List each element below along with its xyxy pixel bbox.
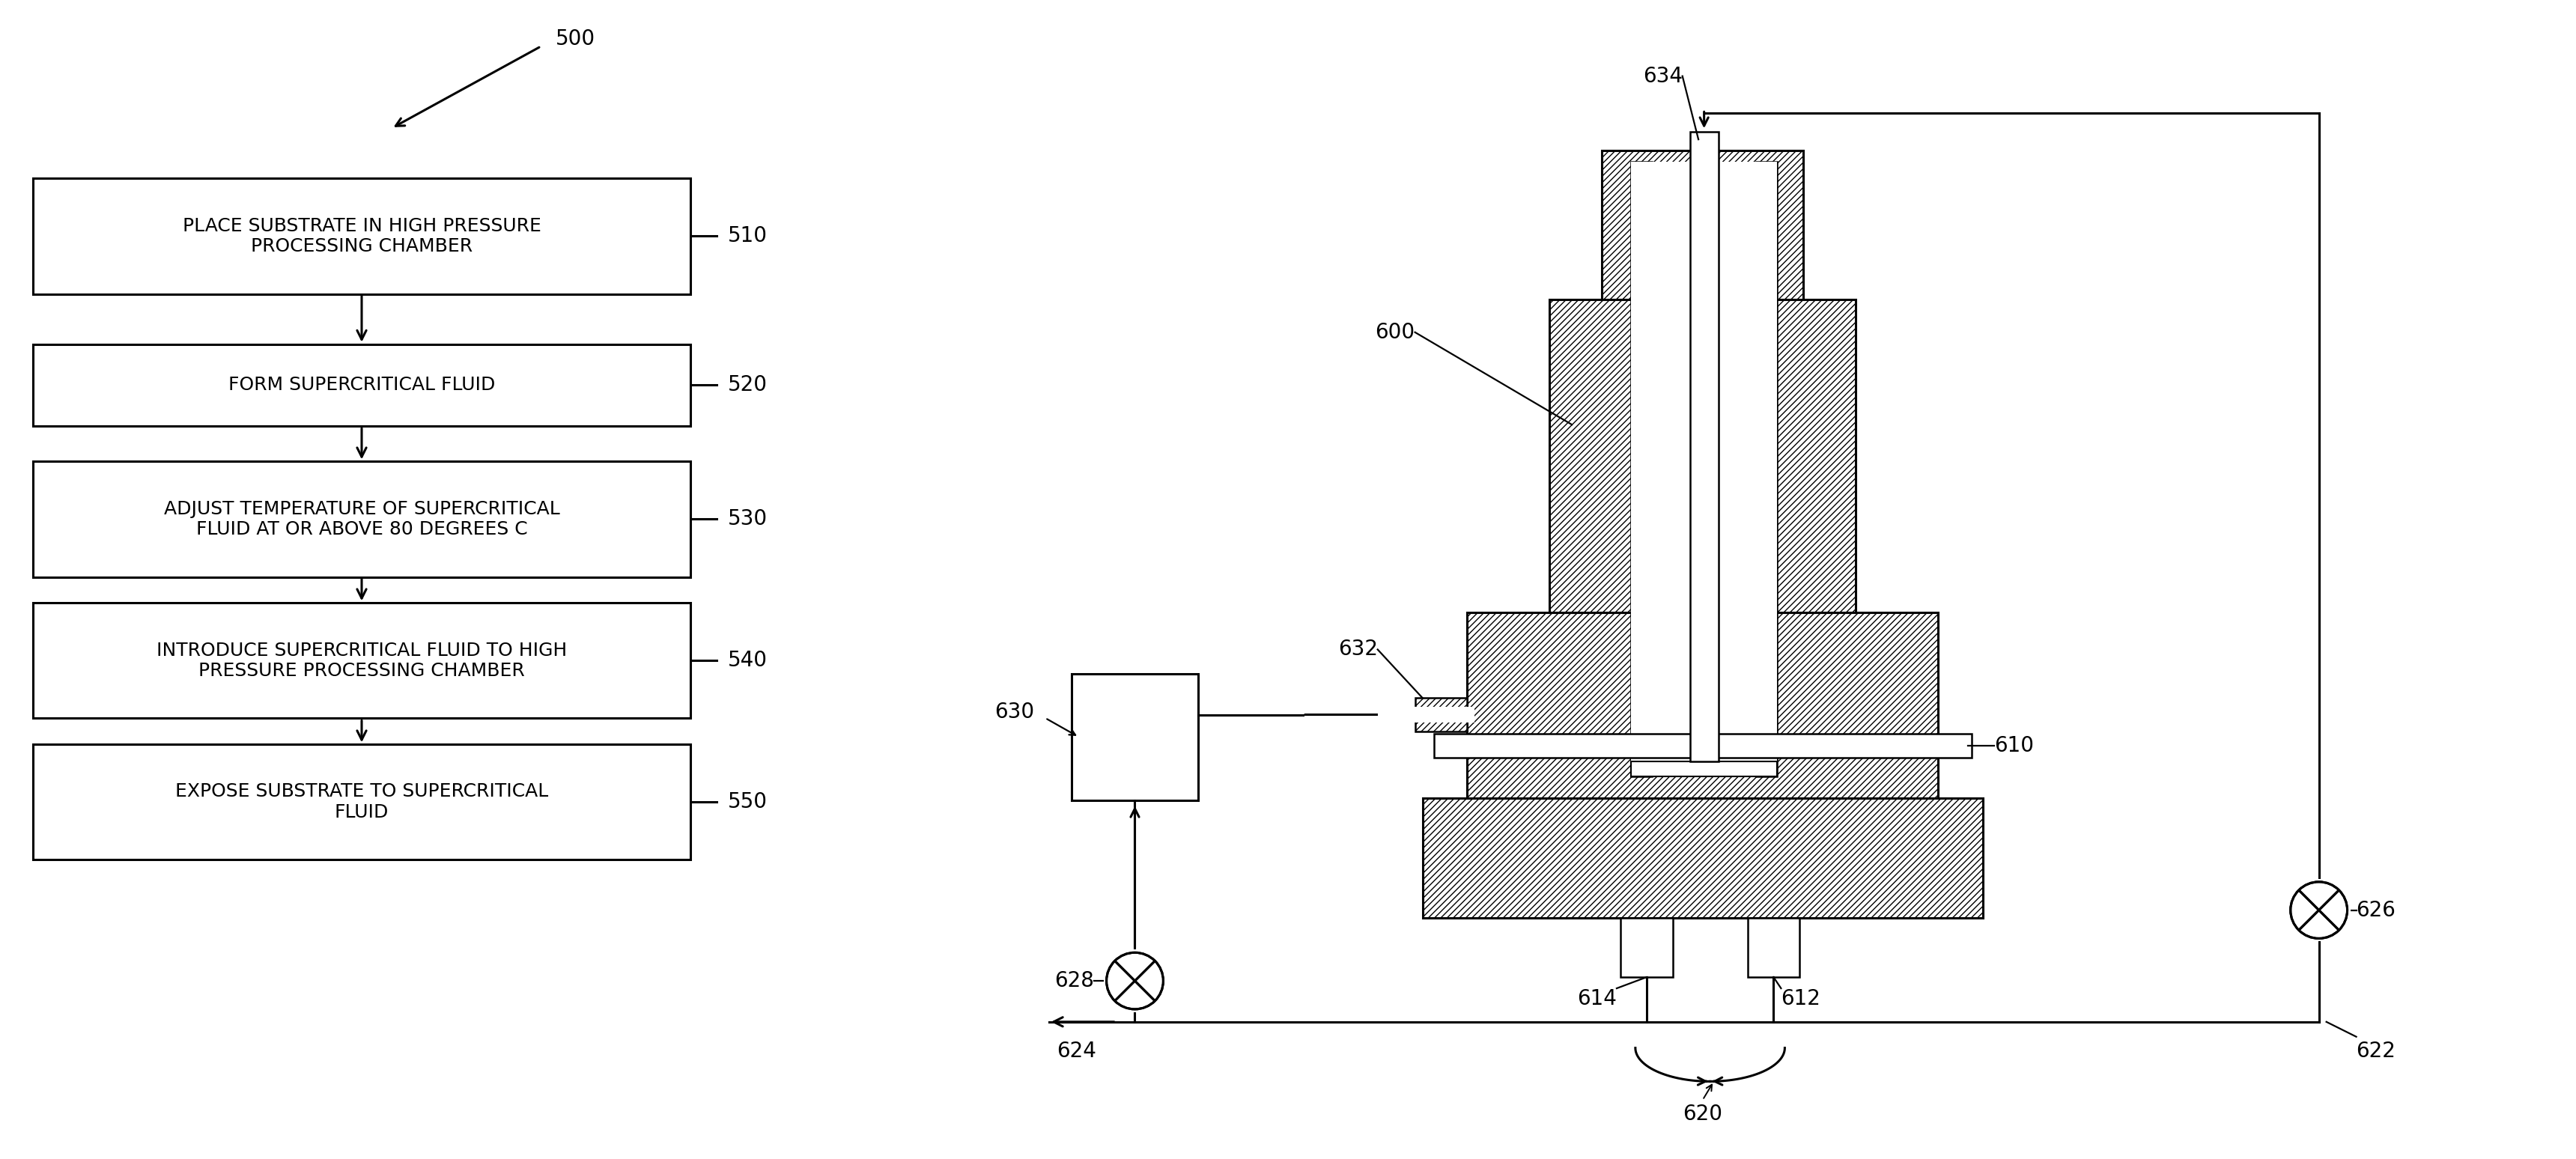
Text: 540: 540 <box>729 650 768 671</box>
Bar <box>1631 162 1777 777</box>
Text: 610: 610 <box>1994 735 2032 756</box>
Text: FORM SUPERCRITICAL FLUID: FORM SUPERCRITICAL FLUID <box>229 377 495 394</box>
Bar <box>33 178 690 294</box>
Text: 614: 614 <box>1577 989 1618 1009</box>
Bar <box>1602 151 1803 299</box>
Text: INTRODUCE SUPERCRITICAL FLUID TO HIGH
PRESSURE PROCESSING CHAMBER: INTRODUCE SUPERCRITICAL FLUID TO HIGH PR… <box>157 641 567 680</box>
Bar <box>1378 707 1473 723</box>
Bar <box>1690 132 1718 761</box>
Bar <box>33 461 690 577</box>
Text: PLACE SUBSTRATE IN HIGH PRESSURE
PROCESSING CHAMBER: PLACE SUBSTRATE IN HIGH PRESSURE PROCESS… <box>183 217 541 256</box>
Text: 634: 634 <box>1643 66 1682 87</box>
Bar <box>1435 734 1971 758</box>
Bar <box>1620 918 1672 977</box>
Bar <box>33 603 690 719</box>
Text: 510: 510 <box>729 226 768 247</box>
Text: 550: 550 <box>729 792 768 812</box>
Bar <box>1631 162 1651 777</box>
Bar <box>1422 799 1984 918</box>
Text: 626: 626 <box>2357 899 2396 920</box>
Bar <box>1103 949 1167 1012</box>
Text: 530: 530 <box>729 509 768 530</box>
Bar <box>1757 162 1777 777</box>
Text: 520: 520 <box>729 374 768 395</box>
Text: ADJUST TEMPERATURE OF SUPERCRITICAL
FLUID AT OR ABOVE 80 DEGREES C: ADJUST TEMPERATURE OF SUPERCRITICAL FLUI… <box>165 500 559 539</box>
Text: 620: 620 <box>1682 1103 1723 1124</box>
Text: 600: 600 <box>1376 322 1414 343</box>
Bar <box>1651 162 1757 777</box>
Bar <box>1468 612 1937 799</box>
Text: 612: 612 <box>1780 989 1821 1009</box>
Text: 630: 630 <box>994 701 1033 722</box>
Bar <box>33 344 690 427</box>
Bar <box>2287 879 2349 941</box>
Text: 500: 500 <box>556 28 595 50</box>
Text: 624: 624 <box>1056 1041 1095 1062</box>
Bar <box>1747 918 1801 977</box>
Text: EXPOSE SUBSTRATE TO SUPERCRITICAL
FLUID: EXPOSE SUBSTRATE TO SUPERCRITICAL FLUID <box>175 782 549 822</box>
Text: 632: 632 <box>1337 639 1378 659</box>
Bar <box>1631 761 1777 777</box>
Bar <box>33 744 690 860</box>
Text: 628: 628 <box>1054 970 1095 991</box>
Bar <box>1072 673 1198 801</box>
Bar <box>1548 299 1855 612</box>
Text: 622: 622 <box>2357 1041 2396 1062</box>
Bar <box>1414 698 1468 731</box>
